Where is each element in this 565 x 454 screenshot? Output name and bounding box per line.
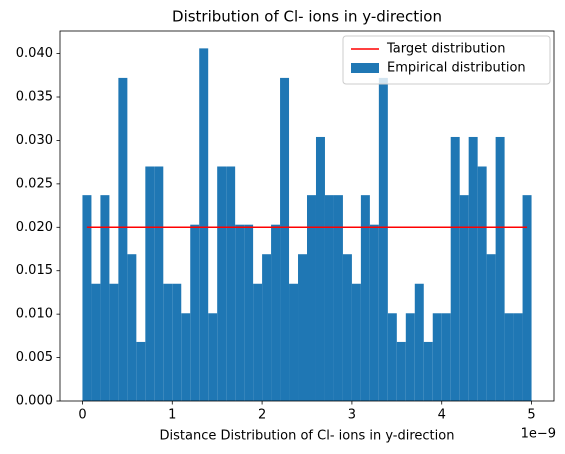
bar bbox=[495, 136, 505, 401]
bar bbox=[154, 166, 164, 401]
bar bbox=[253, 283, 263, 401]
bar bbox=[387, 313, 397, 401]
bar bbox=[262, 254, 272, 401]
bar bbox=[91, 283, 101, 401]
bar bbox=[271, 224, 281, 401]
bar bbox=[405, 313, 415, 401]
bar bbox=[324, 195, 334, 401]
bar bbox=[307, 195, 316, 401]
bar bbox=[450, 136, 460, 401]
bar bbox=[504, 313, 514, 401]
bar bbox=[118, 77, 128, 402]
x-tick-label: 2 bbox=[258, 408, 266, 423]
bar bbox=[414, 283, 424, 401]
legend-patch bbox=[351, 63, 379, 73]
bar bbox=[181, 313, 191, 401]
bar bbox=[163, 283, 173, 401]
bar bbox=[459, 195, 469, 401]
x-tick-label: 5 bbox=[527, 408, 535, 423]
x-tick-label: 1 bbox=[168, 408, 176, 423]
bar bbox=[289, 283, 299, 401]
bar bbox=[82, 195, 92, 401]
bar bbox=[477, 166, 487, 401]
bar bbox=[396, 341, 406, 401]
bar bbox=[100, 195, 110, 401]
y-tick-label: 0.040 bbox=[16, 46, 53, 61]
bar bbox=[298, 254, 307, 401]
y-tick-label: 0.020 bbox=[16, 220, 53, 235]
bar bbox=[441, 313, 451, 401]
legend-label: Empirical distribution bbox=[387, 61, 526, 76]
plot-frame bbox=[59, 30, 555, 402]
bar bbox=[333, 195, 343, 401]
bar bbox=[199, 48, 209, 402]
bar bbox=[226, 166, 236, 401]
y-tick-label: 0.000 bbox=[16, 394, 53, 409]
legend-box bbox=[342, 35, 551, 85]
bar bbox=[127, 254, 137, 401]
bar bbox=[351, 283, 361, 401]
bar bbox=[315, 136, 325, 401]
bar bbox=[280, 77, 290, 402]
bar bbox=[109, 283, 119, 401]
x-offset-label: 1e−9 bbox=[521, 427, 556, 442]
bar bbox=[208, 313, 218, 401]
bar bbox=[522, 195, 532, 401]
bar bbox=[172, 283, 182, 401]
bar bbox=[190, 224, 200, 401]
y-tick-label: 0.035 bbox=[16, 90, 53, 105]
y-tick-label: 0.005 bbox=[16, 350, 53, 365]
bar bbox=[235, 224, 245, 401]
bar bbox=[217, 166, 227, 401]
x-tick-label: 3 bbox=[348, 408, 356, 423]
x-axis-label: Distance Distribution of Cl- ions in y-d… bbox=[160, 429, 455, 444]
bar bbox=[369, 224, 379, 401]
chart-title: Distribution of Cl- ions in y-direction bbox=[172, 8, 442, 26]
y-tick-label: 0.025 bbox=[16, 176, 53, 191]
bar bbox=[136, 341, 146, 401]
x-tick-label: 4 bbox=[438, 408, 446, 423]
legend-label: Target distribution bbox=[386, 42, 505, 57]
bar bbox=[513, 313, 523, 401]
bar bbox=[432, 313, 442, 401]
bar bbox=[342, 254, 352, 401]
bar bbox=[423, 341, 433, 401]
bar bbox=[360, 195, 370, 401]
x-tick-label: 0 bbox=[78, 408, 86, 423]
y-tick-label: 0.015 bbox=[16, 263, 53, 278]
bar bbox=[468, 136, 478, 401]
y-tick-label: 0.030 bbox=[16, 133, 53, 148]
bar bbox=[244, 224, 254, 401]
bar bbox=[378, 77, 388, 402]
bar bbox=[486, 254, 496, 401]
bar bbox=[145, 166, 155, 401]
y-tick-label: 0.010 bbox=[16, 307, 53, 322]
